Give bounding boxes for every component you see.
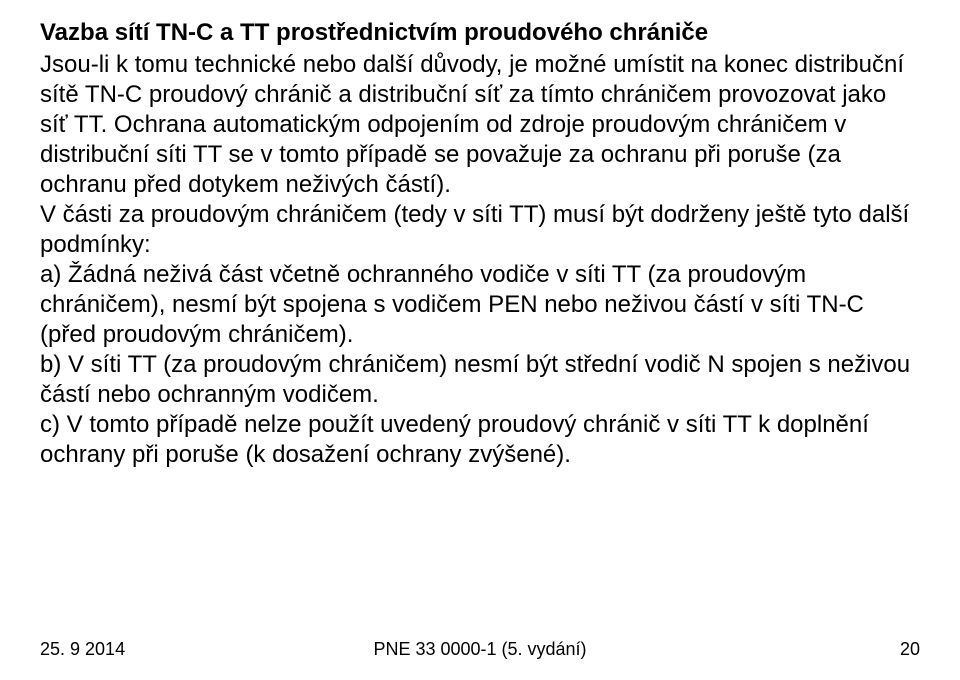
- page-title: Vazba sítí TN-C a TT prostřednictvím pro…: [40, 18, 920, 48]
- paragraph-1: Jsou-li k tomu technické nebo další důvo…: [40, 50, 920, 200]
- document-page: Vazba sítí TN-C a TT prostřednictvím pro…: [0, 0, 960, 680]
- footer-doc-id: PNE 33 0000-1 (5. vydání): [40, 639, 920, 660]
- list-item-a: a) Žádná neživá část včetně ochranného v…: [40, 260, 920, 350]
- list-item-b: b) V síti TT (za proudovým chráničem) ne…: [40, 350, 920, 410]
- page-footer: 25. 9 2014 PNE 33 0000-1 (5. vydání) 20: [40, 639, 920, 660]
- list-item-c: c) V tomto případě nelze použít uvedený …: [40, 410, 920, 470]
- paragraph-2: V části za proudovým chráničem (tedy v s…: [40, 200, 920, 260]
